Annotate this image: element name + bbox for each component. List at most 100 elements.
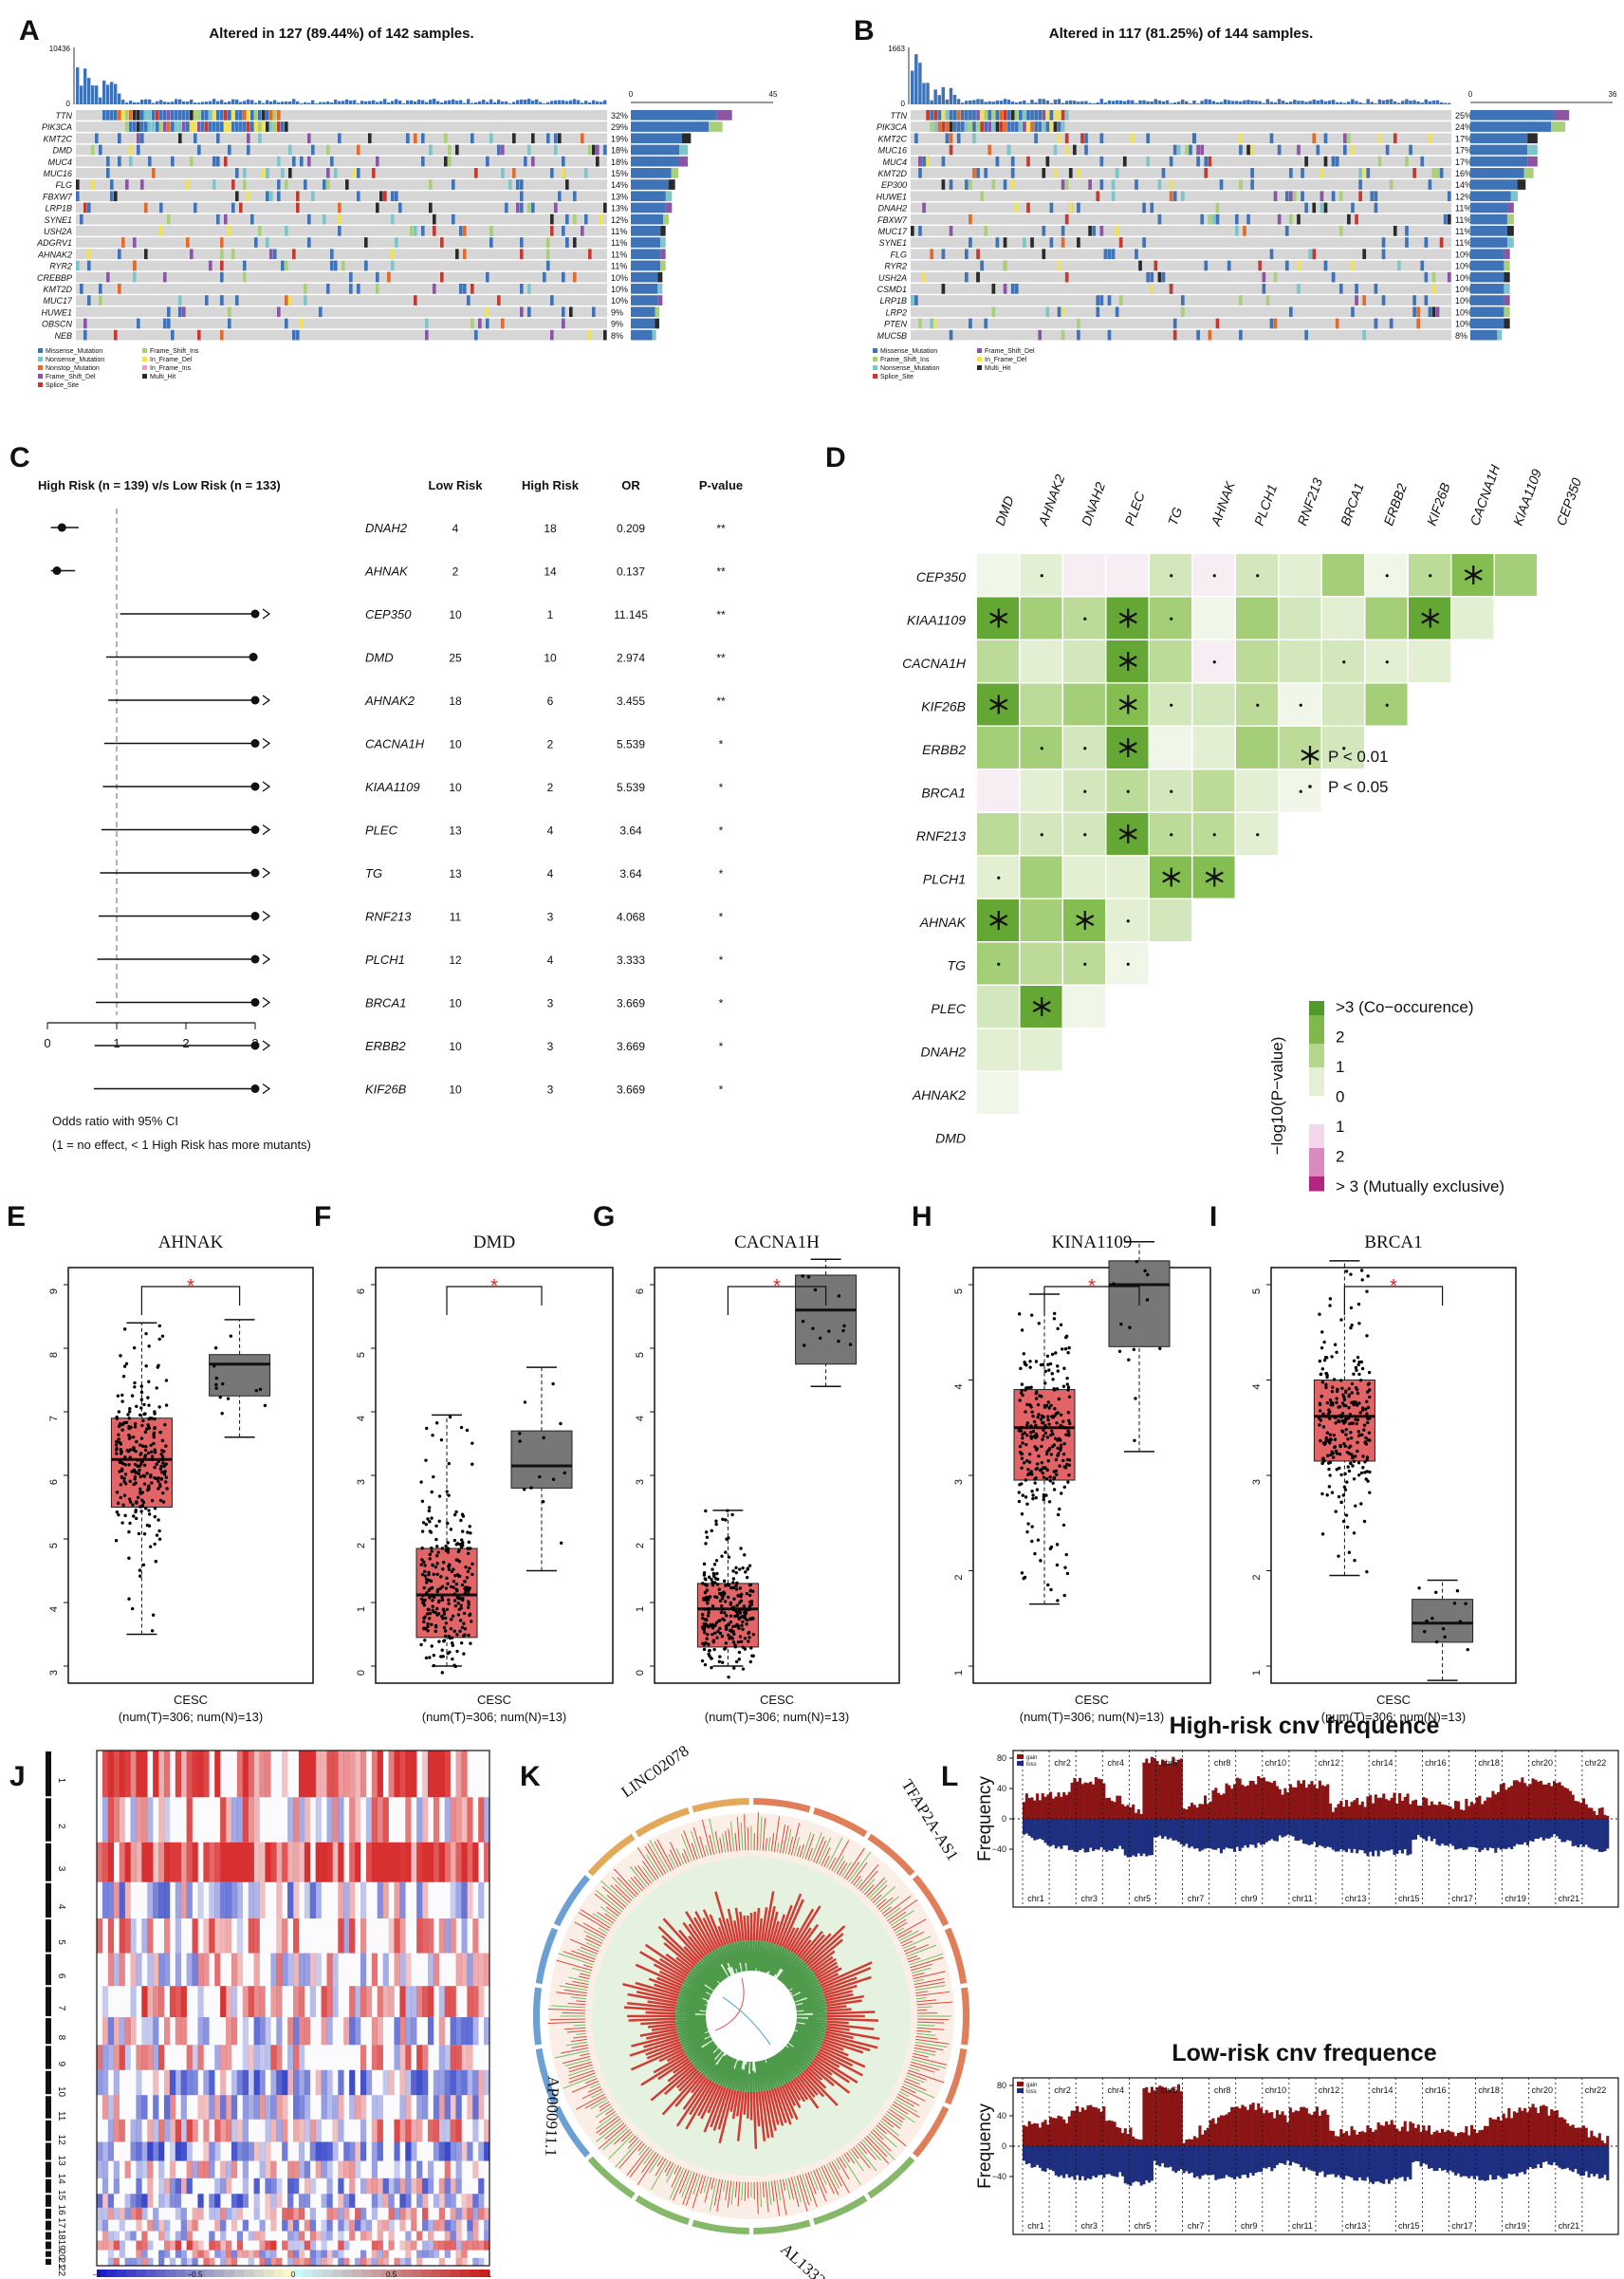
side-bar (631, 284, 658, 294)
loss-bar (742, 1940, 747, 1964)
mutation-cell (520, 191, 524, 202)
y-tick-label: 8 (48, 1352, 60, 1358)
gene-label: OBSCN (42, 320, 73, 329)
cnv-cell (309, 2177, 316, 2195)
cnv-cell (321, 2069, 327, 2096)
tmb-bar (922, 83, 926, 104)
side-bar-part (1527, 133, 1538, 144)
cnv-cell (153, 2119, 159, 2142)
mutation-cell (1153, 260, 1158, 271)
data-point (427, 1506, 432, 1510)
data-point (1333, 1445, 1338, 1449)
mutation-cell (1088, 179, 1092, 190)
cnv-cell (349, 1881, 356, 1919)
forest-or: 0.209 (617, 522, 645, 535)
cnv-cell (388, 1751, 395, 1798)
cnv-cell (422, 1751, 429, 1798)
oncoplot-row-bg (76, 156, 607, 167)
mutation-cell (87, 260, 91, 271)
mutation-cell (531, 202, 535, 213)
cnv-cell (175, 2177, 182, 2195)
cnv-cell (248, 1986, 254, 2018)
scatter-track-mark (897, 1930, 913, 1939)
data-point (157, 1529, 161, 1533)
data-point (1046, 1417, 1050, 1422)
legend-label: Frame_Shift_Del (985, 348, 1035, 355)
data-point (727, 1583, 731, 1587)
tmb-bar (1327, 101, 1332, 104)
data-point (716, 1629, 720, 1634)
cnv-cell (399, 1953, 406, 1987)
data-point (432, 1610, 435, 1614)
data-point (452, 1599, 457, 1603)
data-point (724, 1550, 728, 1554)
gain-bar (811, 2060, 833, 2076)
loss-bar (701, 2058, 716, 2076)
cnv-cell (209, 2257, 215, 2266)
mutation-cell (1010, 110, 1015, 120)
scatter-track-mark (583, 1930, 604, 1941)
scatter-track-mark (916, 2021, 945, 2024)
mutation-cell (194, 202, 197, 213)
cnv-cell (102, 1842, 109, 1882)
data-point (1046, 1583, 1050, 1587)
scatter-track-mark (799, 2175, 810, 2205)
mutation-cell (1239, 295, 1243, 306)
data-point (153, 1465, 157, 1470)
cnv-cell (147, 2240, 154, 2251)
mutation-cell (231, 249, 235, 260)
data-point (746, 1618, 749, 1622)
data-point (1339, 1379, 1343, 1382)
loss-bar (797, 2029, 824, 2041)
mutation-cell (984, 110, 988, 120)
scatter-track-mark (630, 1877, 643, 1892)
tmb-bar (212, 99, 216, 104)
gain-bar (785, 2083, 802, 2109)
cnv-cell (399, 2219, 406, 2232)
cnv-cell (113, 2231, 120, 2241)
boxplot-title: BRCA1 (1364, 1232, 1422, 1252)
data-point (157, 1518, 160, 1522)
tmb-bar (156, 101, 159, 104)
data-point (1018, 1483, 1022, 1487)
data-point (120, 1399, 124, 1403)
y-tick-label: 4 (1251, 1384, 1263, 1390)
data-point (731, 1569, 735, 1573)
side-bar-part (1506, 213, 1514, 225)
mutation-cell (307, 237, 311, 248)
cnv-cell (427, 2160, 434, 2178)
tmb-bar (391, 101, 395, 104)
chrom-bar (46, 2258, 51, 2265)
mutation-cell (1196, 144, 1200, 156)
data-point (442, 1625, 447, 1630)
cnv-cell (293, 2257, 300, 2266)
tmb-bar (1088, 102, 1092, 104)
mutation-cell (235, 168, 239, 178)
cnv-cell (388, 2231, 395, 2241)
tmb-bar (436, 101, 440, 104)
data-point (1351, 1455, 1355, 1460)
cnv-cell (377, 2045, 383, 2070)
mutation-cell (1297, 260, 1301, 271)
cnv-cell (472, 2194, 479, 2208)
cnv-cell (141, 1797, 148, 1843)
mutation-cell (991, 306, 996, 318)
side-bar (631, 202, 666, 213)
data-point (123, 1463, 127, 1467)
mutation-cell (1057, 306, 1061, 318)
mutation-cell (216, 121, 220, 132)
cnv-cell (444, 2160, 451, 2178)
cnv-cell (467, 2017, 473, 2046)
gene-percent: 17% (1455, 146, 1472, 156)
side-bar (631, 249, 661, 260)
scale-step (440, 2270, 452, 2277)
cnv-cell (315, 2069, 322, 2096)
heatmap-row-label: DMD (935, 1130, 966, 1145)
cnv-cell (461, 2069, 468, 2096)
heatmap-cell (1020, 640, 1062, 682)
tmb-bar (307, 102, 311, 104)
cnv-cell (438, 2240, 445, 2251)
data-point (733, 1645, 738, 1649)
data-point (1039, 1417, 1043, 1421)
